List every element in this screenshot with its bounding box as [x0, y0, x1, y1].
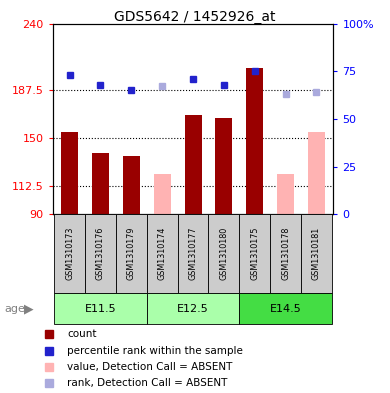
- Bar: [215, 118, 232, 214]
- Text: GDS5642 / 1452926_at: GDS5642 / 1452926_at: [114, 10, 276, 24]
- Text: age: age: [4, 303, 25, 314]
- Text: percentile rank within the sample: percentile rank within the sample: [67, 345, 243, 356]
- Bar: [116, 214, 147, 293]
- Text: ▶: ▶: [24, 302, 34, 315]
- Bar: [270, 214, 301, 293]
- Bar: [92, 153, 109, 214]
- Text: E14.5: E14.5: [270, 303, 301, 314]
- Bar: [147, 293, 239, 324]
- Text: GSM1310177: GSM1310177: [188, 227, 198, 280]
- Bar: [246, 68, 263, 214]
- Text: GSM1310180: GSM1310180: [220, 227, 229, 280]
- Text: GSM1310173: GSM1310173: [65, 227, 74, 280]
- Text: E12.5: E12.5: [177, 303, 209, 314]
- Text: E11.5: E11.5: [85, 303, 116, 314]
- Text: GSM1310174: GSM1310174: [158, 227, 167, 280]
- Bar: [177, 214, 209, 293]
- Bar: [61, 132, 78, 214]
- Text: GSM1310176: GSM1310176: [96, 227, 105, 280]
- Bar: [147, 214, 177, 293]
- Bar: [154, 174, 171, 214]
- Text: GSM1310181: GSM1310181: [312, 227, 321, 280]
- Bar: [301, 214, 332, 293]
- Bar: [123, 156, 140, 214]
- Text: rank, Detection Call = ABSENT: rank, Detection Call = ABSENT: [67, 378, 227, 388]
- Bar: [239, 293, 332, 324]
- Bar: [209, 214, 239, 293]
- Text: GSM1310179: GSM1310179: [127, 227, 136, 280]
- Text: GSM1310175: GSM1310175: [250, 227, 259, 280]
- Text: count: count: [67, 329, 97, 339]
- Bar: [184, 115, 202, 214]
- Text: GSM1310178: GSM1310178: [281, 227, 290, 280]
- Bar: [85, 214, 116, 293]
- Text: value, Detection Call = ABSENT: value, Detection Call = ABSENT: [67, 362, 232, 372]
- Bar: [277, 174, 294, 214]
- Bar: [308, 132, 325, 214]
- Bar: [239, 214, 270, 293]
- Bar: [54, 293, 147, 324]
- Bar: [54, 214, 85, 293]
